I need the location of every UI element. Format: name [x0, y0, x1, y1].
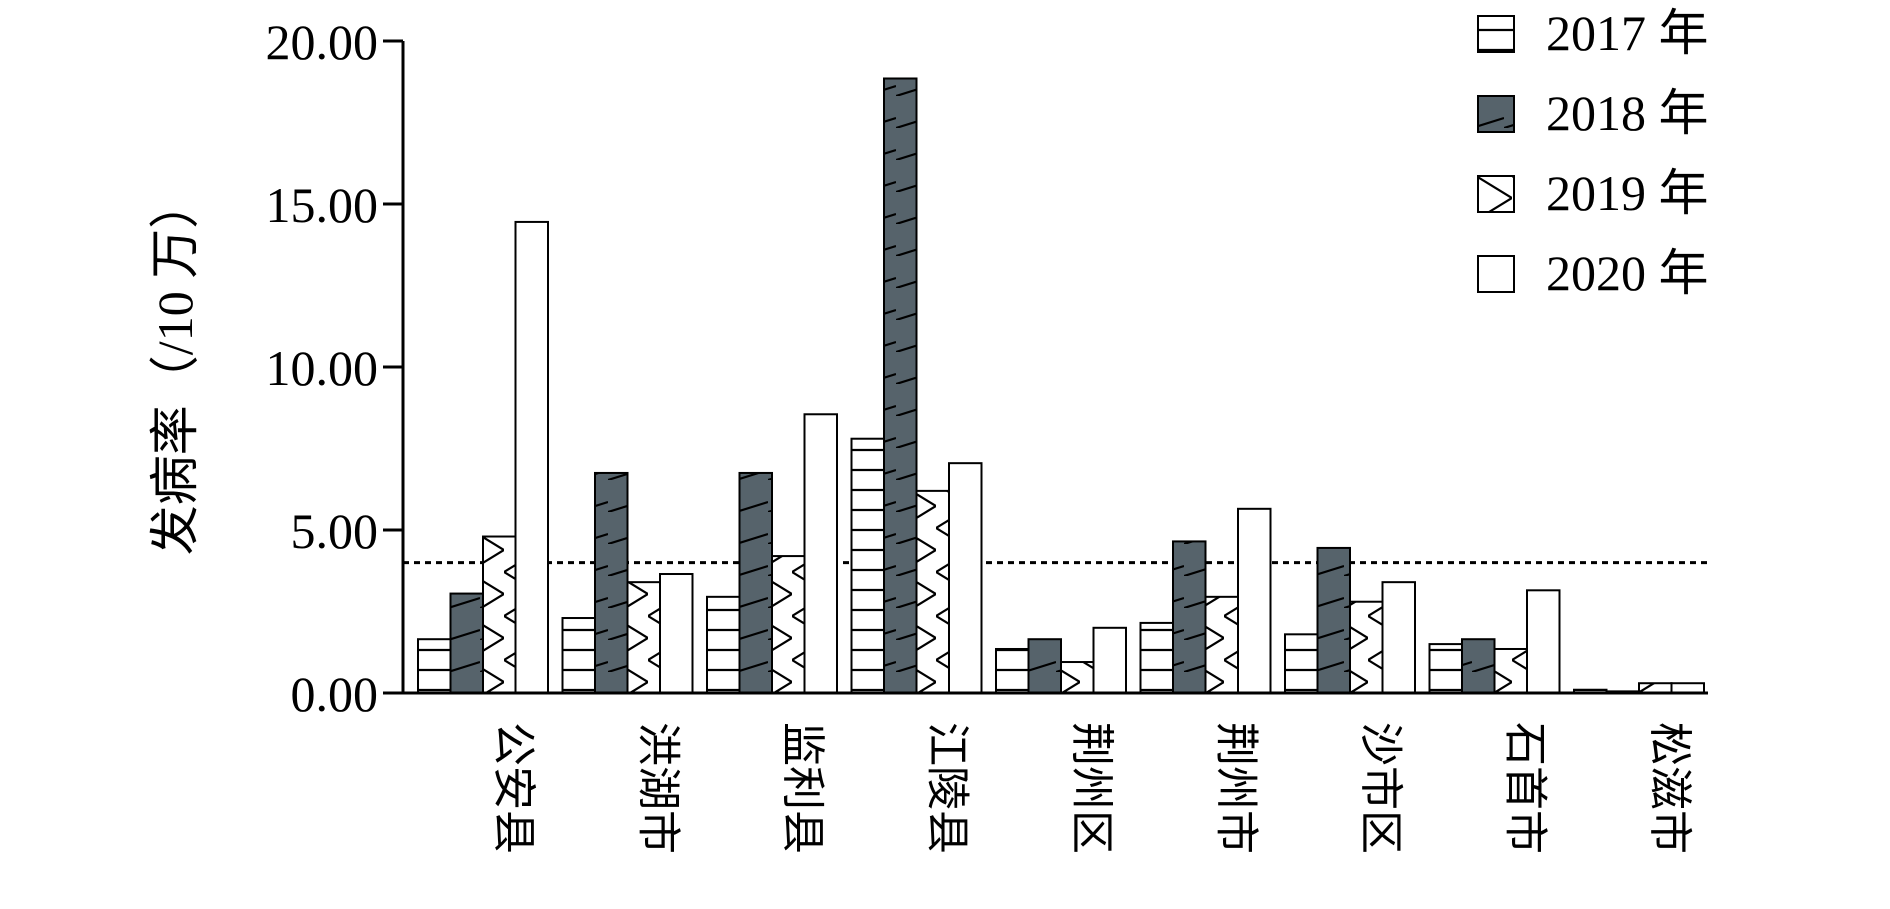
bar — [995, 647, 1030, 694]
bar — [1092, 626, 1127, 694]
bar — [948, 462, 983, 695]
y-axis: 0.00 5.00 10.00 15.00 20.00 发病率（/10 万） — [147, 14, 405, 722]
bar — [915, 489, 950, 694]
bar — [1284, 633, 1319, 695]
bar — [1526, 589, 1561, 694]
legend-swatch — [1477, 15, 1515, 53]
bar — [771, 555, 806, 695]
bar — [850, 437, 885, 694]
bars-group — [417, 77, 1705, 695]
bar — [1493, 647, 1528, 694]
bar — [1027, 638, 1062, 695]
legend-label: 2018 年 — [1546, 85, 1709, 141]
legend-swatch — [1477, 255, 1515, 293]
y-axis-label: 发病率（/10 万） — [147, 179, 203, 555]
x-category-label: 石首市 — [1501, 722, 1550, 854]
bar — [1204, 595, 1239, 695]
bar — [1381, 581, 1416, 694]
x-category-label: 洪湖市 — [634, 722, 683, 854]
x-category-label: 监利县 — [778, 722, 827, 854]
bar — [482, 535, 517, 695]
bar — [561, 617, 596, 695]
legend-swatch — [1477, 175, 1515, 213]
legend-swatch — [1477, 95, 1515, 133]
bar — [417, 638, 452, 695]
bar — [626, 581, 661, 694]
y-tick-label: 15.00 — [266, 177, 379, 233]
bar — [803, 413, 838, 694]
bar — [1461, 638, 1496, 695]
bar — [1349, 600, 1384, 694]
bar — [1428, 643, 1463, 694]
legend: 2017 年 2018 年 2019 年 2020 年 — [1477, 5, 1709, 301]
bar — [449, 592, 484, 695]
legend-label: 2019 年 — [1546, 165, 1709, 221]
legend-label: 2017 年 — [1546, 5, 1709, 61]
x-category-label: 荆州市 — [1212, 722, 1261, 854]
bar — [659, 573, 694, 695]
bar — [1172, 540, 1207, 694]
bar — [883, 77, 918, 695]
bar — [738, 471, 773, 695]
x-category-label: 荆州区 — [1067, 722, 1116, 854]
legend-label: 2020 年 — [1546, 245, 1709, 301]
x-category-label: 沙市区 — [1356, 722, 1405, 854]
x-category-label: 公安县 — [489, 722, 538, 854]
y-tick-label: 20.00 — [266, 14, 379, 70]
bar — [594, 471, 629, 695]
y-tick-label: 10.00 — [266, 340, 379, 396]
x-category-label: 松滋市 — [1645, 722, 1694, 854]
y-tick-label: 5.00 — [291, 503, 379, 559]
x-category-label: 江陵县 — [923, 722, 972, 854]
bar — [706, 595, 741, 695]
bar — [1237, 507, 1272, 694]
bar — [1316, 546, 1351, 694]
bar — [1060, 661, 1095, 695]
bar — [514, 220, 549, 694]
x-axis: 公安县 洪湖市 监利县 江陵县 荆州区 荆州市 沙市区 石首市 松滋市 — [403, 691, 1708, 854]
y-tick-label: 0.00 — [291, 666, 379, 722]
bar — [1139, 621, 1174, 694]
